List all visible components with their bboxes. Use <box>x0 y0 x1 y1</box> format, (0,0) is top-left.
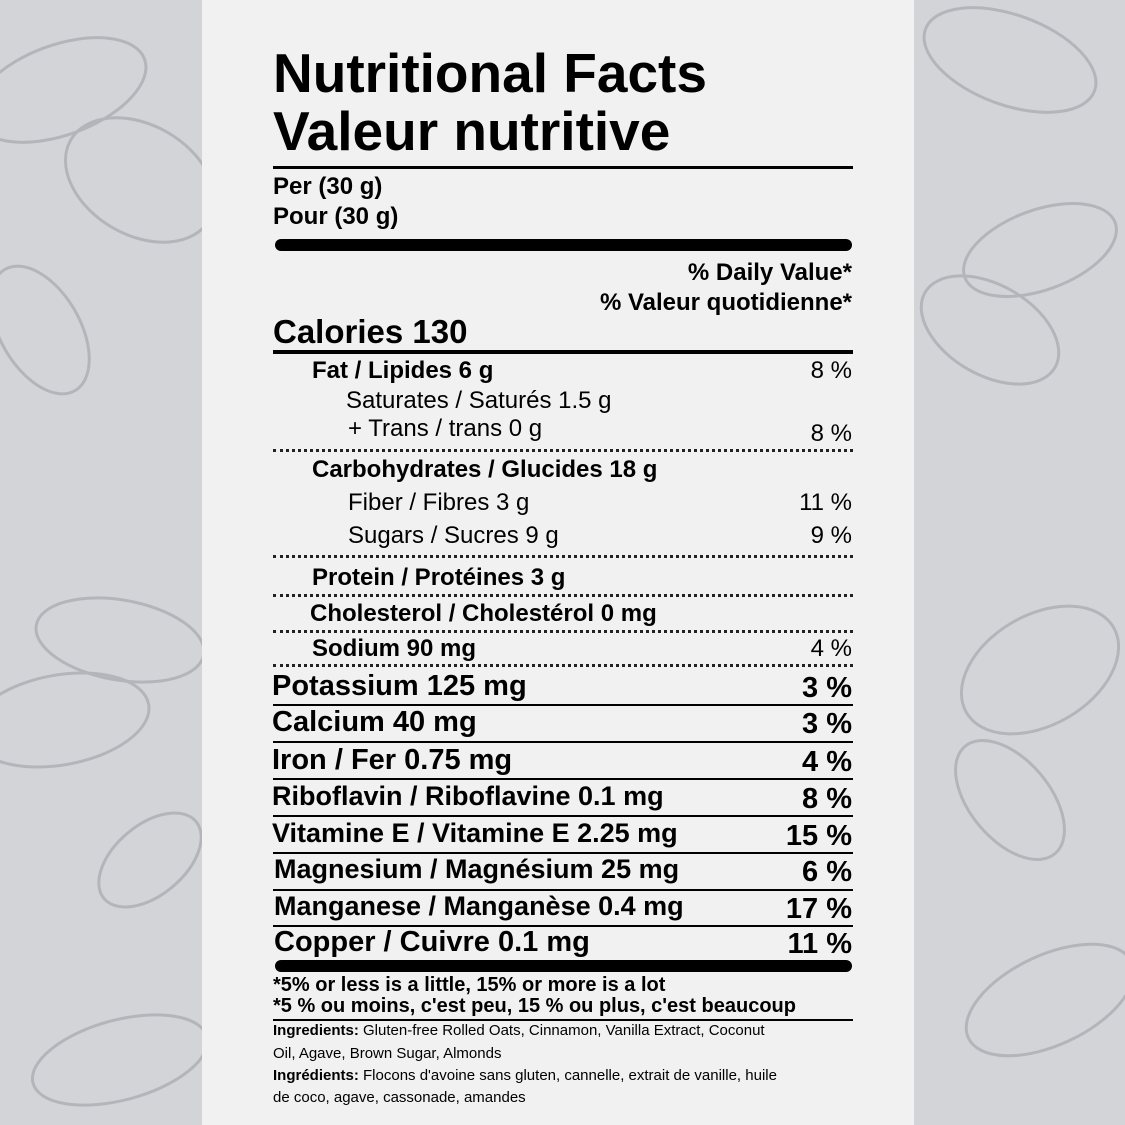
dotted-divider <box>273 449 853 452</box>
divider <box>273 889 853 891</box>
serving-size-en: Per (30 g) <box>273 173 383 200</box>
footnote-fr: *5 % ou moins, c'est peu, 15 % ou plus, … <box>273 995 796 1017</box>
title-fr: Valeur nutritive <box>273 100 671 162</box>
nutrient-sodium-dv: 4 % <box>810 635 852 662</box>
thick-divider <box>275 960 852 972</box>
ingredients-fr-line2: de coco, agave, cassonade, amandes <box>273 1089 526 1106</box>
nutrient-sat-trans-dv: 8 % <box>810 420 852 447</box>
divider <box>273 815 853 817</box>
mineral-iron: Iron / Fer 0.75 mg <box>272 744 513 776</box>
divider <box>273 350 853 354</box>
mineral-copper-dv: 11 % <box>787 928 853 960</box>
mineral-magnesium: Magnesium / Magnésium 25 mg <box>274 854 680 884</box>
mineral-potassium-dv: 3 % <box>802 672 852 704</box>
mineral-manganese-dv: 17 % <box>785 893 852 925</box>
divider <box>273 852 853 854</box>
mineral-vitamin-e-dv: 15 % <box>785 820 852 852</box>
nutrient-sugars-dv: 9 % <box>810 522 852 549</box>
dotted-divider <box>273 630 853 633</box>
dotted-divider <box>273 594 853 597</box>
nutrient-trans: + Trans / trans 0 g <box>348 415 543 442</box>
nutrient-fat-dv: 8 % <box>810 357 852 384</box>
mineral-potassium: Potassium 125 mg <box>272 670 527 702</box>
ingredients-fr-text: Flocons d'avoine sans gluten, cannelle, … <box>358 1067 777 1084</box>
nutrient-protein: Protein / Protéines 3 g <box>312 564 566 591</box>
nutrient-saturates: Saturates / Saturés 1.5 g <box>346 387 612 414</box>
calories: Calories 130 <box>273 313 468 350</box>
divider <box>273 741 853 743</box>
mineral-calcium-dv: 3 % <box>802 708 852 740</box>
nutrition-label-panel <box>202 0 914 1125</box>
mineral-manganese: Manganese / Manganèse 0.4 mg <box>274 891 684 921</box>
dotted-divider <box>273 555 853 558</box>
nutrient-sugars: Sugars / Sucres 9 g <box>348 522 559 549</box>
nutrient-fat: Fat / Lipides 6 g <box>312 357 494 384</box>
nutrient-fiber-dv: 11 % <box>799 489 852 516</box>
nutrient-sodium: Sodium 90 mg <box>312 635 477 662</box>
serving-size-fr: Pour (30 g) <box>273 203 399 230</box>
ingredients-en-line1: Ingredients: Gluten-free Rolled Oats, Ci… <box>273 1023 765 1038</box>
divider <box>273 704 853 706</box>
ingredients-en-label: Ingredients: <box>273 1022 359 1039</box>
dotted-divider <box>273 664 853 667</box>
divider <box>273 1019 853 1021</box>
thick-divider <box>275 239 852 251</box>
ingredients-en-line2: Oil, Agave, Brown Sugar, Almonds <box>273 1045 502 1062</box>
nutrient-carbohydrates: Carbohydrates / Glucides 18 g <box>312 456 658 483</box>
mineral-riboflavin: Riboflavin / Riboflavine 0.1 mg <box>272 781 664 811</box>
mineral-magnesium-dv: 6 % <box>802 856 852 888</box>
divider <box>273 778 853 780</box>
divider <box>273 166 853 169</box>
nutrient-cholesterol: Cholesterol / Cholestérol 0 mg <box>310 600 657 627</box>
daily-value-header-fr: % Valeur quotidienne* <box>599 289 852 316</box>
footnote-en: *5% or less is a little, 15% or more is … <box>273 974 666 996</box>
ingredients-en-text: Gluten-free Rolled Oats, Cinnamon, Vanil… <box>358 1022 765 1039</box>
mineral-riboflavin-dv: 8 % <box>802 783 852 815</box>
ingredients-fr-line1: Ingrédients: Flocons d'avoine sans glute… <box>273 1068 777 1083</box>
daily-value-header-en: % Daily Value* <box>687 259 852 286</box>
ingredients-fr-label: Ingrédients: <box>273 1067 359 1084</box>
mineral-vitamin-e: Vitamine E / Vitamine E 2.25 mg <box>272 818 678 848</box>
divider <box>273 925 853 927</box>
mineral-calcium: Calcium 40 mg <box>272 706 477 738</box>
nutrient-fiber: Fiber / Fibres 3 g <box>348 489 530 516</box>
mineral-iron-dv: 4 % <box>802 746 852 778</box>
mineral-copper: Copper / Cuivre 0.1 mg <box>274 926 590 958</box>
title-en: Nutritional Facts <box>273 42 707 104</box>
